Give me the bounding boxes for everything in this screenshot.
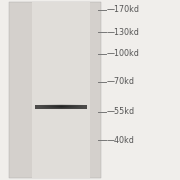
Bar xyxy=(35,105,87,109)
Text: —100kd: —100kd xyxy=(107,50,140,59)
Text: —70kd: —70kd xyxy=(107,77,135,86)
Bar xyxy=(9,2,101,178)
Text: —170kd: —170kd xyxy=(107,5,140,14)
Text: —130kd: —130kd xyxy=(107,28,140,37)
Text: —40kd: —40kd xyxy=(107,136,135,145)
Text: —55kd: —55kd xyxy=(107,107,135,116)
Bar xyxy=(32,2,90,178)
